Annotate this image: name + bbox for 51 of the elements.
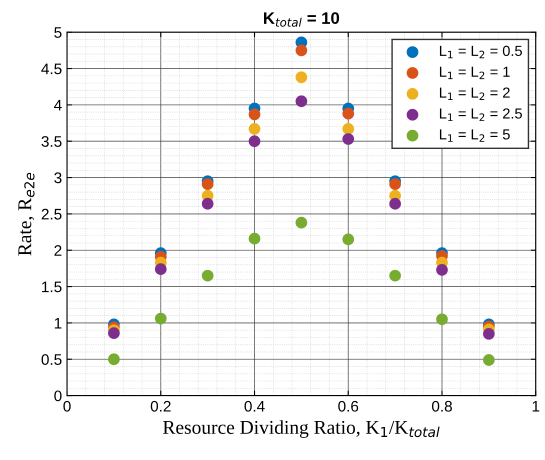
point bbox=[342, 108, 354, 120]
y-tick-label: 1.5 bbox=[42, 282, 62, 292]
chart-title: K$_{total}$ = 10 bbox=[264, 12, 340, 27]
point bbox=[154, 312, 167, 324]
point bbox=[389, 198, 401, 210]
point bbox=[436, 313, 448, 326]
point bbox=[342, 133, 354, 145]
y-tick-label: 4.5 bbox=[41, 64, 62, 74]
point bbox=[202, 198, 214, 210]
point bbox=[296, 216, 308, 228]
point bbox=[296, 71, 308, 84]
point bbox=[154, 263, 167, 275]
point bbox=[202, 270, 214, 282]
point bbox=[108, 353, 120, 366]
y-tick-label: 2.5 bbox=[42, 208, 62, 220]
y-tick-label: 2 bbox=[54, 245, 62, 256]
x-tick-label: 1 bbox=[532, 401, 540, 412]
y-tick-label: 0.5 bbox=[42, 354, 62, 365]
legend-label: L$_{1}$ = L$_{2}$ = 5 bbox=[440, 129, 510, 142]
y-tick-label: 3.5 bbox=[42, 136, 62, 147]
point bbox=[248, 135, 260, 148]
y-tick-label: 4 bbox=[54, 100, 62, 110]
point bbox=[248, 232, 260, 244]
legend-label: L$_{1}$ = L$_{2}$ = 0.5 bbox=[440, 46, 522, 58]
y-tick-label: 1 bbox=[54, 318, 62, 328]
x-tick-label: 0.8 bbox=[432, 400, 452, 412]
point bbox=[296, 44, 308, 56]
x-tick-label: 0 bbox=[63, 400, 71, 412]
y-axis-title: Rate, R$_{e2e}$ bbox=[18, 172, 35, 256]
point bbox=[436, 264, 448, 276]
y-tick-label: 0 bbox=[54, 390, 62, 402]
point bbox=[389, 270, 401, 282]
point bbox=[483, 354, 495, 366]
x-tick-label: 0.6 bbox=[338, 400, 358, 412]
point bbox=[202, 178, 214, 190]
point bbox=[342, 123, 354, 135]
point bbox=[483, 328, 495, 340]
point bbox=[108, 327, 120, 339]
point bbox=[296, 95, 308, 108]
x-axis-title: Resource Dividing Ratio, K$_{1}$/K$_{total}$ bbox=[163, 420, 440, 438]
point bbox=[248, 123, 260, 135]
legend-label: L$_{1}$ = L$_{2}$ = 1 bbox=[440, 66, 510, 80]
point bbox=[248, 108, 260, 120]
legend-label: L$_{1}$ = L$_{2}$ = 2 bbox=[440, 87, 510, 100]
x-tick-label: 0.2 bbox=[150, 400, 171, 412]
y-tick-label: 3 bbox=[54, 172, 62, 184]
legend-label: L$_{1}$ = L$_{2}$ = 2.5 bbox=[440, 108, 522, 121]
point bbox=[389, 178, 401, 190]
point bbox=[342, 233, 354, 246]
x-tick-label: 0.4 bbox=[244, 400, 265, 412]
y-tick-label: 5 bbox=[54, 27, 62, 38]
